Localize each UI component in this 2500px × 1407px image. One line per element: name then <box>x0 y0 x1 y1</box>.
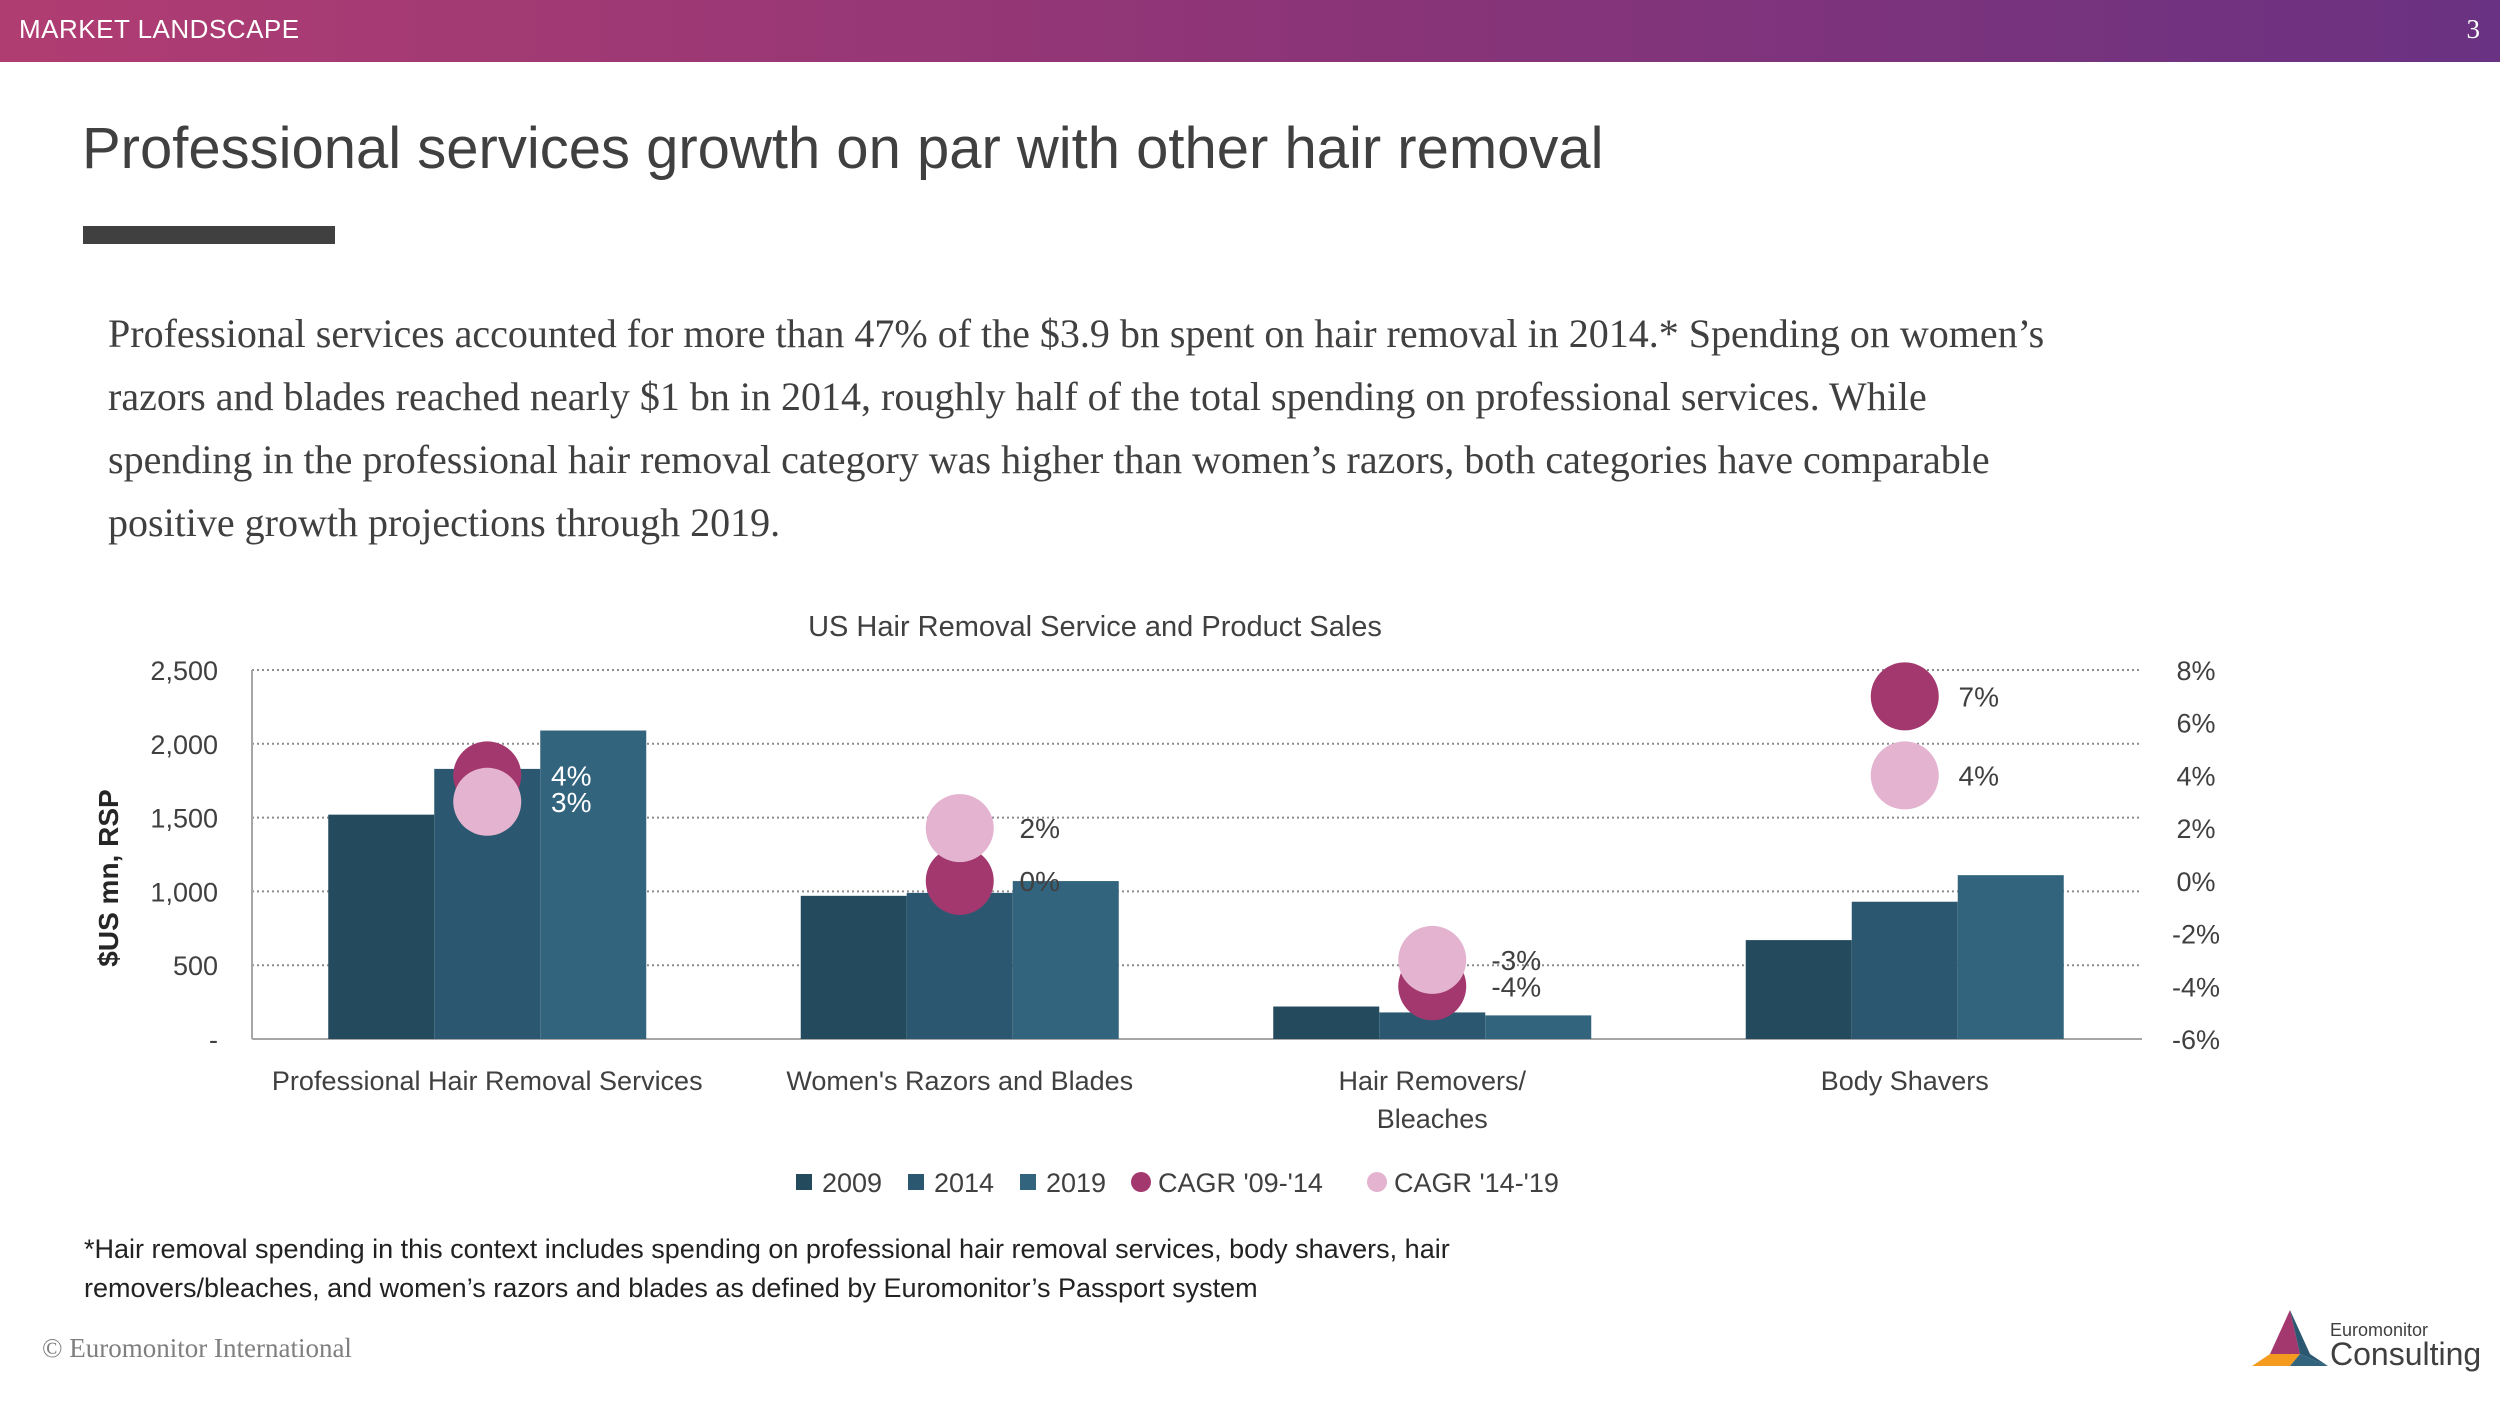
y-right-tick-label: 2% <box>2176 814 2215 844</box>
legend-swatch <box>1020 1174 1036 1190</box>
footnote: *Hair removal spending in this context i… <box>84 1234 1450 1303</box>
x-tick-label: Professional Hair Removal Services <box>272 1066 703 1096</box>
cagr-label: 0% <box>1020 866 1060 897</box>
bar <box>1273 1006 1380 1039</box>
bar <box>906 892 1013 1039</box>
bar <box>1957 875 2064 1039</box>
logo-text-consulting: Consulting <box>2330 1336 2482 1372</box>
y-right-tick-label: 0% <box>2176 867 2215 897</box>
y-right-tick-label: -2% <box>2172 920 2220 950</box>
legend-swatch <box>908 1174 924 1190</box>
x-tick-label: Bleaches <box>1377 1104 1488 1134</box>
cagr-label: 7% <box>1959 681 1999 712</box>
y-tick-label: 2,000 <box>150 730 218 760</box>
copyright: © Euromonitor International <box>42 1333 352 1363</box>
chart-legend: 2009 2014 2019 CAGR '09-'14 CAGR '14-'19 <box>796 1168 1559 1198</box>
cagr-label: 4% <box>551 760 591 791</box>
x-tick-label: Body Shavers <box>1821 1066 1989 1096</box>
cagr-point <box>1870 741 1939 810</box>
cagr-point <box>1870 662 1939 731</box>
y-tick-label: - <box>209 1025 218 1055</box>
euromonitor-logo-icon <box>2252 1310 2328 1366</box>
legend-swatch <box>796 1174 812 1190</box>
cagr-point <box>453 767 522 836</box>
bar <box>1485 1015 1592 1039</box>
legend-label: 2009 <box>822 1168 882 1198</box>
y-right-tick-label: 6% <box>2176 709 2215 739</box>
intro-paragraph: Professional services accounted for more… <box>108 311 2045 545</box>
legend-label: CAGR '14-'19 <box>1394 1168 1559 1198</box>
y-axis-label: $US mn, RSP <box>93 789 124 966</box>
legend-label: 2019 <box>1046 1168 1106 1198</box>
section-label: MARKET LANDSCAPE <box>19 14 300 44</box>
header-bar <box>0 0 2500 62</box>
x-tick-label: Women's Razors and Blades <box>786 1066 1133 1096</box>
y-right-tick-label: 8% <box>2176 656 2215 686</box>
y-tick-label: 2,500 <box>150 656 218 686</box>
cagr-point <box>925 794 994 863</box>
logo-text-euromonitor: Euromonitor <box>2330 1320 2429 1340</box>
y-right-tick-label: 4% <box>2176 761 2215 791</box>
legend-label: CAGR '09-'14 <box>1158 1168 1323 1198</box>
legend-swatch <box>1131 1172 1151 1192</box>
title-underline <box>83 226 335 244</box>
y-tick-label: 1,500 <box>150 804 218 834</box>
bar <box>800 895 907 1039</box>
page-number: 3 <box>2466 14 2481 44</box>
bar <box>1851 901 1958 1039</box>
legend-swatch <box>1367 1172 1387 1192</box>
chart-title: US Hair Removal Service and Product Sale… <box>808 611 1382 643</box>
y-tick-label: 500 <box>173 951 218 981</box>
cagr-label: 3% <box>551 787 591 818</box>
cagr-point <box>925 846 994 915</box>
cagr-label: -4% <box>1491 971 1541 1002</box>
y-tick-label: 1,000 <box>150 877 218 907</box>
chart: US Hair Removal Service and Product Sale… <box>93 611 2220 1198</box>
bar <box>328 814 435 1039</box>
x-tick-label: Hair Removers/ <box>1338 1066 1526 1096</box>
cagr-point <box>1398 925 1467 994</box>
y-right-tick-label: -6% <box>2172 1025 2220 1055</box>
cagr-label: -3% <box>1491 945 1541 976</box>
cagr-label: 2% <box>1020 813 1060 844</box>
cagr-label: 4% <box>1959 760 1999 791</box>
chart-markers <box>453 662 1939 1021</box>
chart-text: US Hair Removal Service and Product Sale… <box>93 611 2220 1134</box>
y-right-tick-label: -4% <box>2172 972 2220 1002</box>
slide-title: Professional services growth on par with… <box>82 116 1604 181</box>
bar <box>540 730 647 1039</box>
chart-bars <box>328 730 2064 1039</box>
legend-label: 2014 <box>934 1168 994 1198</box>
bar <box>1745 940 1852 1039</box>
bar <box>1012 881 1119 1039</box>
